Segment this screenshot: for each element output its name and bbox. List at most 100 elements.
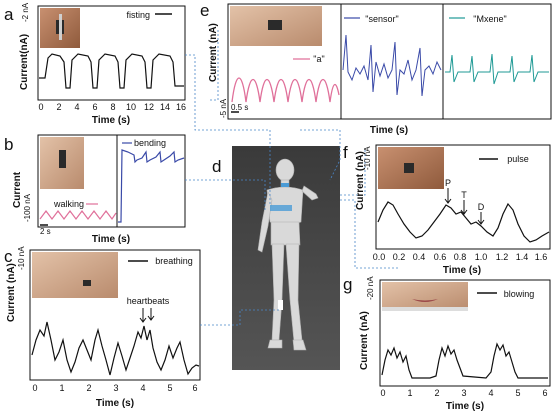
panel-e-ylabel: Current (nA) (208, 23, 219, 82)
panel-e-a-legend: "a" (313, 54, 324, 64)
panel-f-trace (377, 201, 550, 243)
panel-c-ylabel: Current (nA) (6, 263, 17, 322)
panel-g-xtick: 4 (488, 388, 493, 398)
panel-a-xtick: 6 (92, 102, 97, 112)
neck-sensor-marker (281, 183, 289, 187)
panel-g-xtick: 2 (434, 388, 439, 398)
panel-e-mxene-trace (445, 53, 549, 85)
panel-c-xtick: 6 (192, 383, 197, 393)
connector-lines (185, 30, 400, 326)
panel-f-xtick: 0.6 (434, 252, 447, 262)
panel-a-xticks: 0 2 4 6 8 10 12 14 16 (38, 102, 186, 112)
panel-c: c -10 nA Current (nA) breathing heartbea… (4, 246, 201, 409)
panel-g-ylabel: Current (nA) (359, 311, 370, 370)
panel-f-xtick: 0.4 (413, 252, 426, 262)
panel-f-arrow (444, 188, 452, 204)
panel-e-xlabel: Time (s) (370, 125, 408, 136)
panel-a-xtick: 12 (144, 102, 154, 112)
panel-a-photo (40, 8, 80, 48)
panel-b: b -100 nA Current walking bending 2 s Ti… (4, 134, 186, 245)
panel-a-xlabel: Time (s) (92, 115, 130, 126)
panel-e-letter: e (200, 1, 209, 20)
panel-f-xlabel: Time (s) (443, 265, 481, 276)
panel-b-letter: b (4, 135, 13, 154)
panel-b-scale: -100 nA (23, 193, 32, 222)
panel-f-xtick: 0.8 (454, 252, 467, 262)
panel-g-scale: -20 nA (366, 276, 375, 300)
panel-g-xticks: 0 1 2 3 4 5 6 (380, 388, 547, 398)
panel-e: e Current (nA) -5 nA 0.5 s "a" "sensor" … (200, 1, 552, 136)
panel-c-trace (31, 321, 200, 376)
panel-g-xlabel: Time (s) (446, 401, 484, 412)
panel-g-frame (379, 279, 551, 387)
panel-c-xtick: 4 (140, 383, 145, 393)
panel-g-xtick: 5 (515, 388, 520, 398)
panel-g: g -20 nA Current (nA) blowing 0 1 2 3 4 … (343, 275, 551, 412)
panel-b-timebar-label: 2 s (40, 227, 51, 236)
panel-f-xtick: 1.2 (496, 252, 509, 262)
panel-a-xtick: 4 (74, 102, 79, 112)
panel-f-letter: f (343, 143, 348, 162)
panel-c-xtick: 2 (86, 383, 91, 393)
panel-g-trace (381, 342, 548, 379)
panel-b-frame (37, 134, 186, 228)
panel-f-peak-label: P (445, 178, 451, 188)
panel-a-xtick: 10 (126, 102, 136, 112)
panel-e-frame (227, 3, 552, 120)
panel-a-scale: -2 nA (21, 2, 30, 22)
panel-b-walking-trace (39, 210, 117, 221)
panel-a-legend: fisting (126, 10, 150, 20)
panel-f-legend: pulse (507, 154, 529, 164)
panel-c-xtick: 0 (32, 383, 37, 393)
panel-b-photo (40, 137, 84, 189)
panel-c-photo (32, 252, 118, 298)
panel-g-photo (382, 282, 468, 311)
panel-f: f -10 nA Current (nA) pulse P T D 0.0 0.… (343, 143, 551, 276)
panel-g-letter: g (343, 275, 352, 294)
panel-e-photo (230, 6, 322, 46)
panel-e-sensor-legend: "sensor" (365, 14, 398, 24)
panel-g-legend: blowing (504, 289, 535, 299)
panel-e-a-trace (231, 77, 340, 103)
panel-f-xtick: 0.0 (373, 252, 386, 262)
panel-c-frame (29, 249, 201, 381)
panel-e-scale: -5 nA (219, 98, 228, 118)
panel-a-xtick: 2 (56, 102, 61, 112)
panel-e-timebar-label: 0.5 s (231, 103, 248, 112)
panel-f-scale: -10 nA (363, 146, 372, 170)
panel-f-xtick: 1.6 (535, 252, 548, 262)
panel-a-letter: a (4, 5, 14, 24)
panel-a-xtick: 8 (110, 102, 115, 112)
panel-b-ylabel: Current (12, 171, 23, 208)
panel-f-frame (375, 144, 551, 250)
panel-g-xtick: 3 (461, 388, 466, 398)
panel-f-xtick: 0.2 (393, 252, 406, 262)
panel-f-arrow (460, 200, 468, 215)
panel-e-mxene-legend: "Mxene" (473, 14, 506, 24)
panel-b-bending-trace (118, 149, 185, 223)
panel-a-xtick: 0 (38, 102, 43, 112)
panel-b-walking-legend: walking (53, 199, 84, 209)
panel-c-xlabel: Time (s) (96, 398, 134, 409)
panel-c-arrow (147, 308, 155, 321)
panel-c-legend: breathing (155, 256, 193, 266)
panel-b-xlabel: Time (s) (92, 234, 130, 245)
panel-c-xtick: 1 (59, 383, 64, 393)
panel-c-xtick: 3 (113, 383, 118, 393)
panel-g-xtick: 0 (380, 388, 385, 398)
panel-a-trace (39, 53, 184, 89)
panel-d-letter: d (212, 157, 221, 176)
panel-a: a -2 nA fisting Current(nA) 0 2 4 6 8 10… (4, 2, 186, 126)
panel-g-xtick: 6 (542, 388, 547, 398)
panel-f-photo (378, 147, 444, 189)
panel-a-ylabel: Current(nA) (19, 34, 30, 90)
panel-a-xtick: 14 (160, 102, 170, 112)
panel-f-peak-label: T (461, 190, 467, 200)
panel-c-letter: c (4, 247, 13, 266)
panel-a-xtick: 16 (176, 102, 186, 112)
panel-f-xticks: 0.0 0.2 0.4 0.6 0.8 1.0 1.2 1.4 1.6 (373, 252, 548, 262)
panel-f-xtick: 1.0 (475, 252, 488, 262)
panel-c-xtick: 5 (167, 383, 172, 393)
panel-c-scale: -10 nA (17, 246, 26, 270)
